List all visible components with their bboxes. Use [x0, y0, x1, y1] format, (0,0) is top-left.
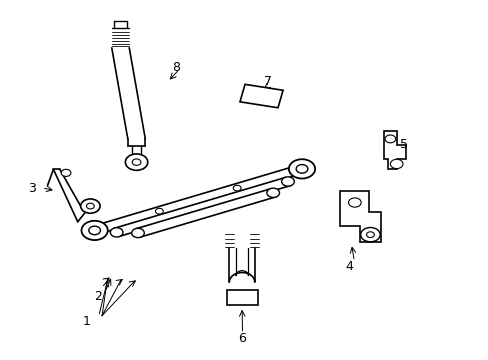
Text: 5: 5 — [399, 138, 407, 151]
Circle shape — [348, 198, 361, 207]
Text: 7: 7 — [264, 75, 271, 88]
Circle shape — [384, 135, 395, 143]
Text: 2: 2 — [94, 289, 102, 303]
Polygon shape — [114, 177, 290, 237]
Polygon shape — [340, 191, 380, 242]
Circle shape — [155, 208, 163, 214]
Circle shape — [89, 226, 100, 235]
Circle shape — [81, 199, 100, 213]
Circle shape — [389, 159, 402, 168]
Text: 1: 1 — [82, 315, 90, 328]
Circle shape — [266, 188, 279, 198]
Circle shape — [61, 169, 71, 176]
Circle shape — [131, 228, 144, 238]
Text: 8: 8 — [172, 61, 180, 74]
FancyBboxPatch shape — [226, 290, 257, 305]
Circle shape — [125, 154, 147, 170]
Text: 3: 3 — [27, 183, 36, 195]
Polygon shape — [383, 131, 405, 168]
Circle shape — [288, 159, 314, 179]
Circle shape — [233, 185, 241, 191]
Polygon shape — [240, 84, 283, 108]
Circle shape — [132, 159, 141, 165]
Circle shape — [110, 228, 122, 237]
Circle shape — [296, 165, 307, 173]
Polygon shape — [92, 165, 304, 235]
Circle shape — [360, 228, 379, 242]
Polygon shape — [135, 189, 275, 237]
Circle shape — [86, 203, 94, 209]
Text: 4: 4 — [345, 260, 352, 273]
Circle shape — [281, 177, 294, 186]
Text: 6: 6 — [238, 333, 245, 346]
Circle shape — [366, 232, 373, 238]
Circle shape — [81, 221, 107, 240]
